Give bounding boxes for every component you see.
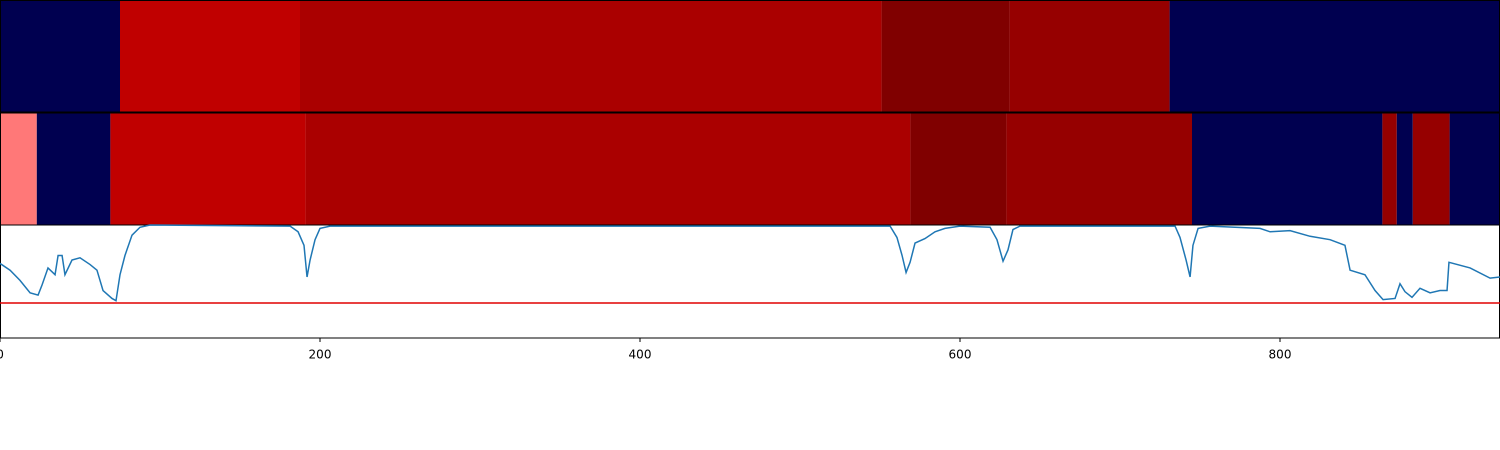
segment: [300, 0, 882, 112]
x-tick-label: 400: [629, 348, 652, 362]
segment: [120, 0, 300, 112]
segment: [1169, 0, 1500, 112]
segment: [0, 0, 120, 112]
segment: [1382, 113, 1397, 225]
segment: [881, 0, 1010, 112]
segment: [305, 113, 911, 225]
segment: [36, 113, 111, 225]
x-tick-label: 800: [1269, 348, 1292, 362]
segment: [1449, 113, 1500, 225]
segment: [1006, 113, 1192, 225]
x-tick-label: 200: [309, 348, 332, 362]
segment: [1396, 113, 1413, 225]
line: [0, 224, 1500, 302]
segment: [1412, 113, 1450, 225]
x-tick-label: 0: [0, 348, 4, 362]
x-tick-label: 600: [949, 348, 972, 362]
panel-frame: [0, 224, 1500, 339]
segment: [1009, 0, 1170, 112]
segment: [910, 113, 1007, 225]
segment: [0, 113, 37, 225]
segment: [110, 113, 306, 225]
segment: [1192, 113, 1383, 225]
